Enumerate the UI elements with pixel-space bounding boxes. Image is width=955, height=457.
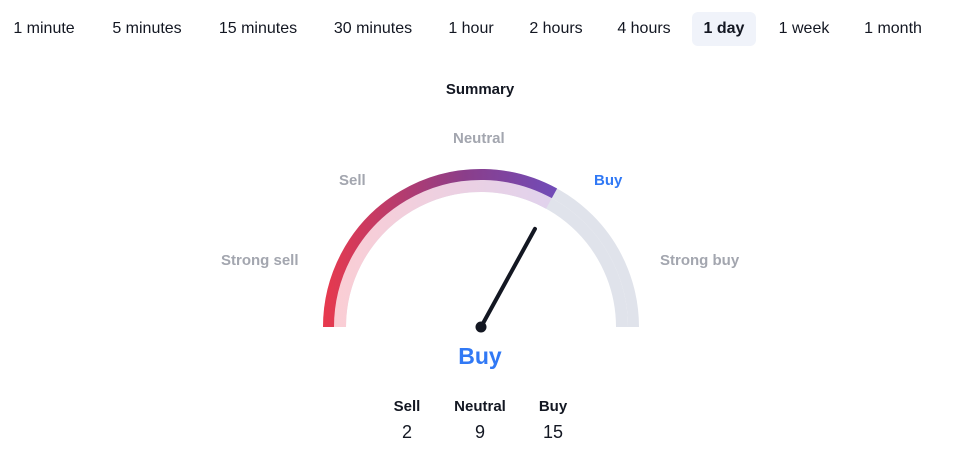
tab-15-minutes[interactable]: 15 minutes [218,20,298,37]
timeframe-tabs: 1 minute 5 minutes 15 minutes 30 minutes… [0,12,955,46]
tab-1-month[interactable]: 1 month [864,20,922,37]
gauge-fill-outer [323,169,558,328]
tab-30-minutes[interactable]: 30 minutes [333,20,413,37]
summary-result: Buy [458,343,502,369]
count-sell-label: Sell [393,398,421,415]
gauge-label-buy: Buy [594,172,623,189]
count-neutral: Neutral 9 [445,397,515,443]
signal-counts: Sell 2 Neutral 9 Buy 15 [380,397,580,447]
gauge-label-strong-buy: Strong buy [660,252,740,269]
summary-title: Summary [445,81,515,98]
count-sell-value: 2 [401,422,412,442]
gauge-fill-inner [334,180,552,328]
count-buy-label: Buy [538,398,568,415]
count-neutral-label: Neutral [454,398,506,415]
tab-5-minutes[interactable]: 5 minutes [112,20,182,37]
count-neutral-value: 9 [474,422,485,442]
gauge-pivot [475,321,487,333]
tab-2-hours[interactable]: 2 hours [529,20,583,37]
gauge-label-strong-sell: Strong sell [221,252,299,269]
count-sell: Sell 2 [372,397,442,443]
count-buy-value: 15 [542,422,564,442]
tab-1-minute[interactable]: 1 minute [13,20,75,37]
gauge-label-sell: Sell [339,172,366,189]
gauge-needle [479,226,537,329]
tab-4-hours[interactable]: 4 hours [617,20,671,37]
tab-1-week[interactable]: 1 week [778,20,830,37]
tab-1-hour[interactable]: 1 hour [448,20,494,37]
count-buy: Buy 15 [518,397,588,443]
gauge-label-neutral: Neutral [453,130,505,147]
gauge-track-outer [323,169,639,328]
tab-1-day[interactable]: 1 day [692,12,756,46]
